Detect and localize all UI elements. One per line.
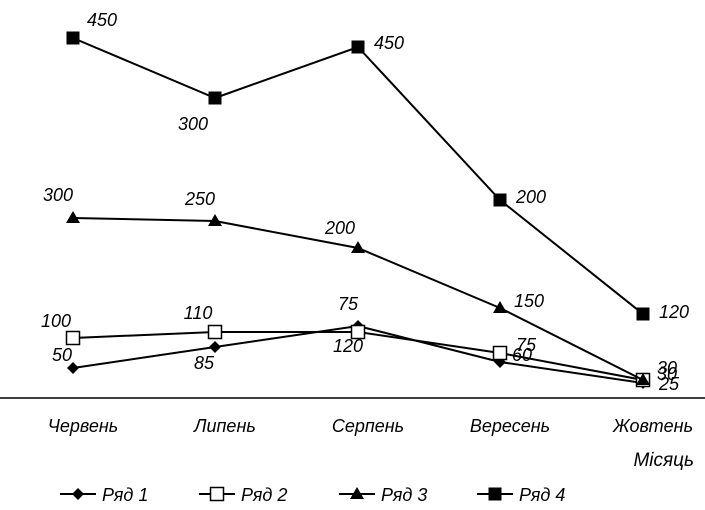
data-label: 300 [43,185,73,205]
data-point-marker [492,345,508,361]
series-2: 100 110 75 75 30 [41,294,677,388]
series-3: 300 250 200 150 30 [43,185,677,385]
data-point-marker [636,307,650,321]
data-label: 150 [514,291,544,311]
data-label: 30 [657,358,677,378]
data-point-marker [66,211,80,223]
legend-item-4: Ряд 4 [477,485,565,505]
data-point-marker [65,330,81,346]
data-point-marker [351,241,365,253]
data-label: 25 [658,374,680,394]
x-tick-labels: Червень Липень Серпень Вересень Жовтень [48,416,693,436]
legend-label: Ряд 2 [241,485,287,505]
data-label: 200 [324,218,355,238]
data-point-marker [66,31,80,45]
data-label: 50 [52,345,72,365]
legend-marker [350,487,364,499]
data-point-marker [636,373,650,385]
data-point-marker [67,362,79,374]
data-label: 450 [374,33,404,53]
data-point-marker [351,40,365,54]
series-4: 450 300 450 200 120 [66,10,689,322]
data-point-marker [493,301,507,313]
legend-label: Ряд 4 [519,485,565,505]
legend-label: Ряд 3 [381,485,427,505]
data-point-marker [493,193,507,207]
data-point-marker [350,324,366,340]
data-label: 120 [659,302,689,322]
data-label: 75 [516,335,537,355]
data-label: 250 [184,189,215,209]
data-point-marker [208,214,222,226]
legend: Ряд 1 Ряд 2 Ряд 3 Ряд 4 [60,485,565,505]
legend-item-2: Ряд 2 [199,485,287,505]
legend-item-3: Ряд 3 [339,485,427,505]
x-tick-label: Липень [193,416,256,436]
data-label: 120 [333,336,363,356]
data-label: 30 [657,364,677,384]
data-label: 75 [338,294,359,314]
data-point-marker [209,341,221,353]
series-line [72,37,644,315]
data-label: 450 [87,10,117,30]
x-tick-label: Серпень [332,416,404,436]
legend-marker [488,487,502,501]
legend-item-1: Ряд 1 [60,485,148,505]
data-label: 200 [515,187,546,207]
data-label: 100 [41,311,71,331]
data-label: 60 [512,345,532,365]
series-1: 50 85 120 60 25 [52,320,680,394]
x-tick-label: Червень [48,416,119,436]
data-point-marker [208,91,222,105]
x-tick-label: Жовтень [612,416,693,436]
series-layer: 50 85 120 60 25 100 110 75 75 30 300 250 200 150 30 450… [41,10,689,394]
data-label: 300 [178,114,208,134]
x-tick-label: Вересень [470,416,550,436]
legend-label: Ряд 1 [102,485,148,505]
data-label: 110 [184,303,213,323]
legend-marker [72,488,84,500]
data-point-marker [207,324,223,340]
legend-marker [209,486,225,502]
x-axis-title: Місяць [633,450,694,471]
data-label: 85 [194,353,215,373]
